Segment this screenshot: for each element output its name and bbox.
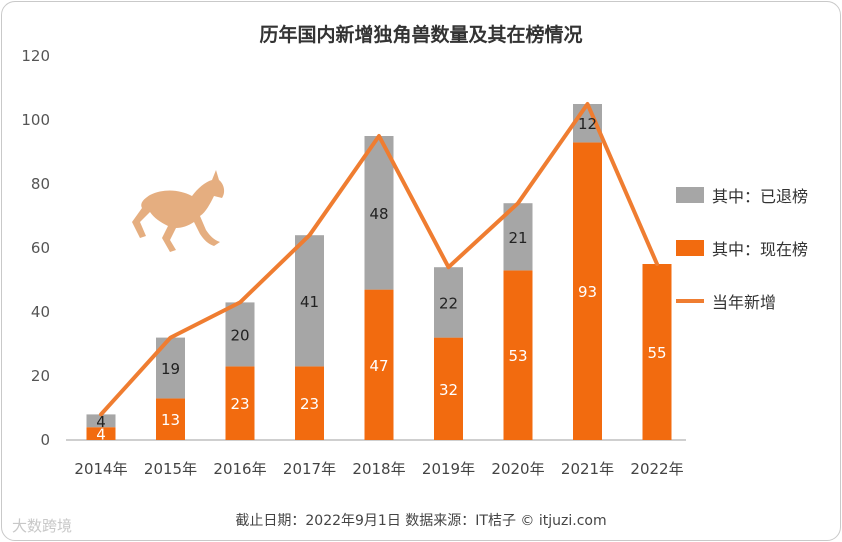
bar-current [434, 337, 463, 440]
data-label-current: 93 [578, 283, 597, 301]
data-label-current: 23 [300, 395, 319, 413]
x-tick-label: 2021年 [561, 460, 614, 478]
data-label-current: 47 [369, 357, 388, 375]
x-tick-label: 2014年 [74, 460, 127, 478]
data-label-current: 32 [439, 381, 458, 399]
bar-exited [86, 414, 116, 428]
bar-current [156, 398, 185, 440]
data-label-current: 53 [508, 347, 527, 365]
legend-swatch-current [676, 240, 704, 256]
x-tick-label: 2020年 [491, 460, 544, 478]
watermark: 大数跨境 [12, 517, 73, 535]
bar-current [573, 142, 602, 440]
bar-current [364, 289, 394, 440]
x-tick-label: 2016年 [213, 460, 266, 478]
bar-current [225, 366, 255, 440]
footer-source: 截止日期：2022年9月1日 数据来源：IT桔子 © itjuzi.com [235, 513, 607, 529]
x-tick-label: 2018年 [352, 460, 405, 478]
bar-current [503, 270, 533, 440]
data-label-exited: 21 [508, 229, 527, 247]
data-label-current: 23 [230, 395, 249, 413]
legend-label-exited: 其中：已退榜 [712, 187, 809, 206]
series-line-new [99, 102, 659, 417]
x-tick-label: 2017年 [283, 460, 336, 478]
legend-label-new: 当年新增 [712, 293, 777, 312]
legend-item-new: 当年新增 [676, 288, 808, 314]
x-tick-label: 2022年 [630, 460, 683, 478]
legend-swatch-new [676, 299, 704, 303]
chart-title: 历年国内新增独角兽数量及其在榜情况 [259, 24, 583, 46]
y-tick-label: 20 [31, 367, 50, 385]
y-tick-label: 0 [40, 431, 50, 449]
data-label-current: 55 [647, 344, 666, 362]
legend-label-current: 其中：现在榜 [712, 240, 809, 259]
bar-exited [295, 235, 324, 367]
y-tick-label: 40 [31, 303, 50, 321]
data-label-current: 4 [96, 426, 106, 444]
y-tick-label: 80 [31, 175, 50, 193]
legend-item-current: 其中：现在榜 [676, 235, 808, 261]
legend: 其中：已退榜 其中：现在榜 当年新增 [676, 182, 808, 341]
x-tick-label: 2015年 [144, 460, 197, 478]
legend-item-exited: 其中：已退榜 [676, 182, 808, 208]
bar-exited [364, 136, 394, 290]
y-tick-label: 100 [21, 111, 50, 129]
y-tick-label: 60 [31, 239, 50, 257]
bar-current [295, 366, 324, 440]
bar-current [642, 264, 672, 440]
data-label-exited: 41 [300, 293, 319, 311]
unicorn-icon [132, 170, 225, 252]
data-label-exited: 12 [578, 115, 597, 133]
legend-swatch-exited [676, 187, 704, 203]
bar-current [86, 427, 116, 440]
y-tick-label: 120 [21, 47, 50, 65]
data-label-exited: 48 [369, 205, 388, 223]
data-label-exited: 20 [230, 326, 249, 344]
data-label-current: 13 [161, 411, 180, 429]
data-label-exited: 19 [161, 360, 180, 378]
bar-exited [225, 302, 255, 367]
data-label-exited: 22 [439, 294, 458, 312]
bar-exited [434, 267, 463, 338]
x-tick-label: 2019年 [422, 460, 475, 478]
data-label-exited: 4 [96, 413, 106, 431]
